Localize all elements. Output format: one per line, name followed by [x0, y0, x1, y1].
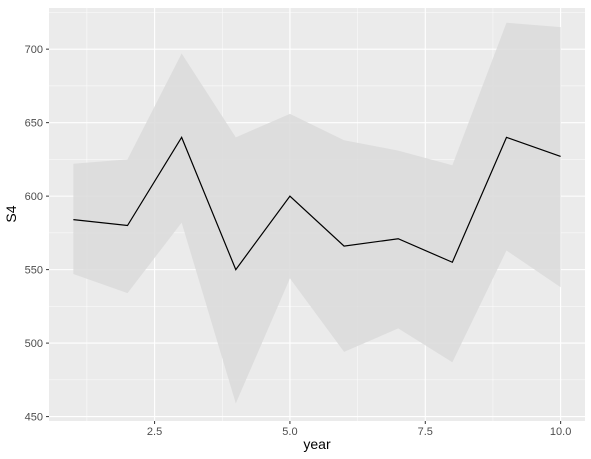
y-tick-label: 600 [25, 191, 43, 203]
confidence-ribbon [73, 22, 561, 404]
x-tick-label: 2.5 [147, 426, 162, 438]
y-axis-title: S4 [3, 205, 19, 222]
y-tick-label: 500 [25, 338, 43, 350]
x-tick-label: 5.0 [282, 426, 297, 438]
y-axis-ticks: 450 500 550 600 650 700 [25, 44, 49, 424]
y-tick-label: 700 [25, 44, 43, 56]
y-tick-label: 650 [25, 118, 43, 130]
x-tick-label: 10.0 [550, 426, 571, 438]
x-axis-title: year [303, 436, 331, 452]
x-axis-ticks: 2.5 5.0 7.5 10.0 [147, 421, 571, 438]
series-line [73, 136, 561, 271]
y-tick-label: 450 [25, 412, 43, 424]
x-tick-label: 7.5 [418, 426, 433, 438]
y-tick-label: 550 [25, 265, 43, 277]
